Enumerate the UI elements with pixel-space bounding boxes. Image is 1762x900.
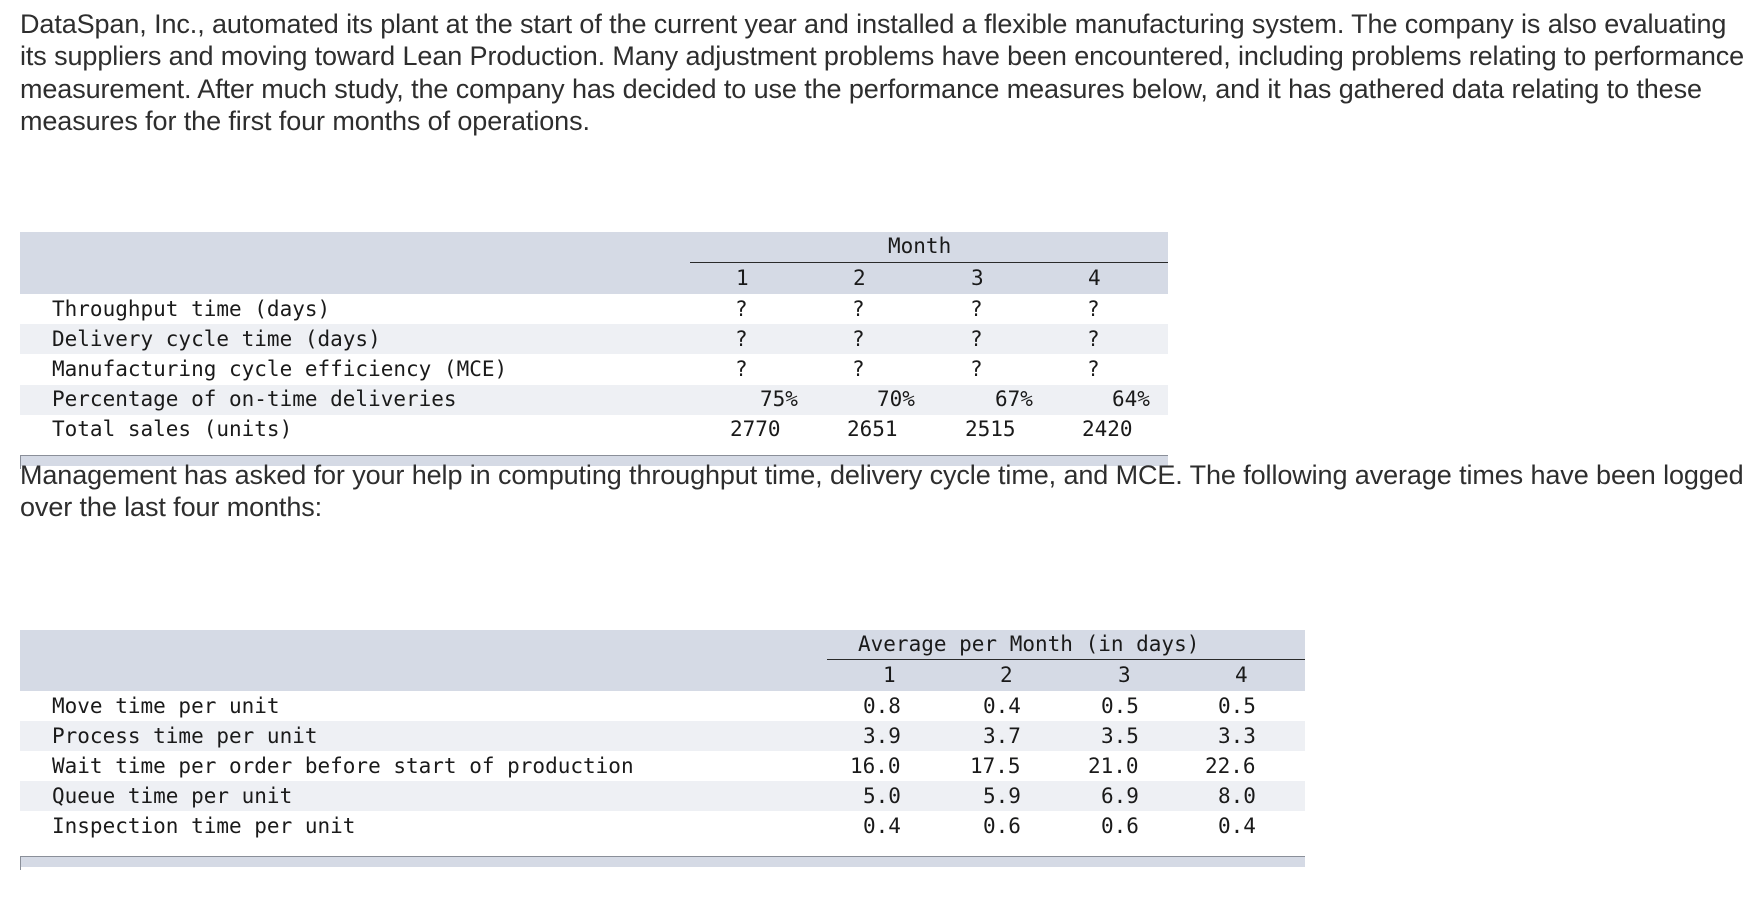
table2-cell: 3.9 [863, 724, 901, 748]
table2-group-header: Average per Month (in days) [858, 632, 1200, 656]
table2-col-header: 3 [1118, 663, 1131, 687]
table2-cell: 0.6 [1101, 814, 1139, 838]
table2-col-header: 2 [1000, 663, 1013, 687]
table2-header-rule [827, 659, 1305, 660]
table2-cell: 3.3 [1218, 724, 1256, 748]
table1-cell: ? [970, 297, 983, 321]
table2-cell: 0.4 [863, 814, 901, 838]
table2-cell: 5.0 [863, 784, 901, 808]
table1-cell: ? [970, 357, 983, 381]
table1-cell: ? [970, 327, 983, 351]
table1-row-label: Throughput time (days) [52, 297, 331, 321]
table2-header-band [20, 630, 1305, 691]
table2-cell: 6.9 [1101, 784, 1139, 808]
table1-row-label: Manufacturing cycle efficiency (MCE) [52, 357, 508, 381]
table1-cell: ? [852, 297, 865, 321]
table1-cell: ? [852, 327, 865, 351]
table2-footer-tick [20, 856, 21, 870]
table1-cell: ? [735, 297, 748, 321]
table2-cell: 0.5 [1218, 694, 1256, 718]
table2-cell: 0.8 [863, 694, 901, 718]
table2-row-label: Wait time per order before start of prod… [52, 754, 634, 778]
table1-cell: ? [1087, 357, 1100, 381]
table2-cell: 0.6 [983, 814, 1021, 838]
table2-footer-bar [20, 856, 1305, 867]
table1-row-stripe [20, 385, 1168, 415]
table1-footer-tick [20, 455, 21, 469]
table1-header-rule [690, 262, 1168, 263]
table1-cell: ? [735, 357, 748, 381]
table2-cell: 17.5 [970, 754, 1021, 778]
table1-cell: 67% [995, 387, 1033, 411]
table2-row-label: Queue time per unit [52, 784, 293, 808]
intro-paragraph: DataSpan, Inc., automated its plant at t… [20, 9, 1745, 136]
table2-row-label: Move time per unit [52, 694, 280, 718]
table2-row-label: Process time per unit [52, 724, 318, 748]
table1-col-header: 1 [736, 266, 749, 290]
table1-col-header: 4 [1088, 266, 1101, 290]
table2-cell: 16.0 [850, 754, 901, 778]
table1-cell: 75% [760, 387, 798, 411]
table1-col-header: 3 [971, 266, 984, 290]
table1-row-stripe [20, 324, 1168, 354]
table1-cell: ? [735, 327, 748, 351]
table2-cell: 0.5 [1101, 694, 1139, 718]
table1-footer-bar [20, 455, 1168, 466]
table2-col-header: 4 [1235, 663, 1248, 687]
table1-row-label: Total sales (units) [52, 417, 293, 441]
table1-cell: ? [1087, 297, 1100, 321]
table1-group-header: Month [888, 234, 952, 258]
table2-cell: 8.0 [1218, 784, 1256, 808]
table1-cell: 2651 [847, 417, 898, 441]
table1-header-band [20, 232, 1168, 294]
table1-row-label: Percentage of on-time deliveries [52, 387, 457, 411]
table2-cell: 22.6 [1205, 754, 1256, 778]
table1-cell: 2770 [730, 417, 781, 441]
table1-col-header: 2 [853, 266, 866, 290]
management-paragraph: Management has asked for your help in co… [20, 460, 1744, 523]
table2-cell: 0.4 [1218, 814, 1256, 838]
table1-cell: 70% [877, 387, 915, 411]
table2-cell: 3.5 [1101, 724, 1139, 748]
table1-cell: 2515 [965, 417, 1016, 441]
table2-cell: 3.7 [983, 724, 1021, 748]
table2-cell: 5.9 [983, 784, 1021, 808]
table2-cell: 21.0 [1088, 754, 1139, 778]
table2-row-label: Inspection time per unit [52, 814, 356, 838]
table1-row-label: Delivery cycle time (days) [52, 327, 381, 351]
table2-col-header: 1 [883, 663, 896, 687]
table2-cell: 0.4 [983, 694, 1021, 718]
table2-row-stripe [20, 721, 1305, 751]
table2-row-stripe [20, 781, 1305, 811]
table1-cell: ? [852, 357, 865, 381]
table1-cell: ? [1087, 327, 1100, 351]
table1-cell: 2420 [1082, 417, 1133, 441]
table1-cell: 64% [1112, 387, 1150, 411]
